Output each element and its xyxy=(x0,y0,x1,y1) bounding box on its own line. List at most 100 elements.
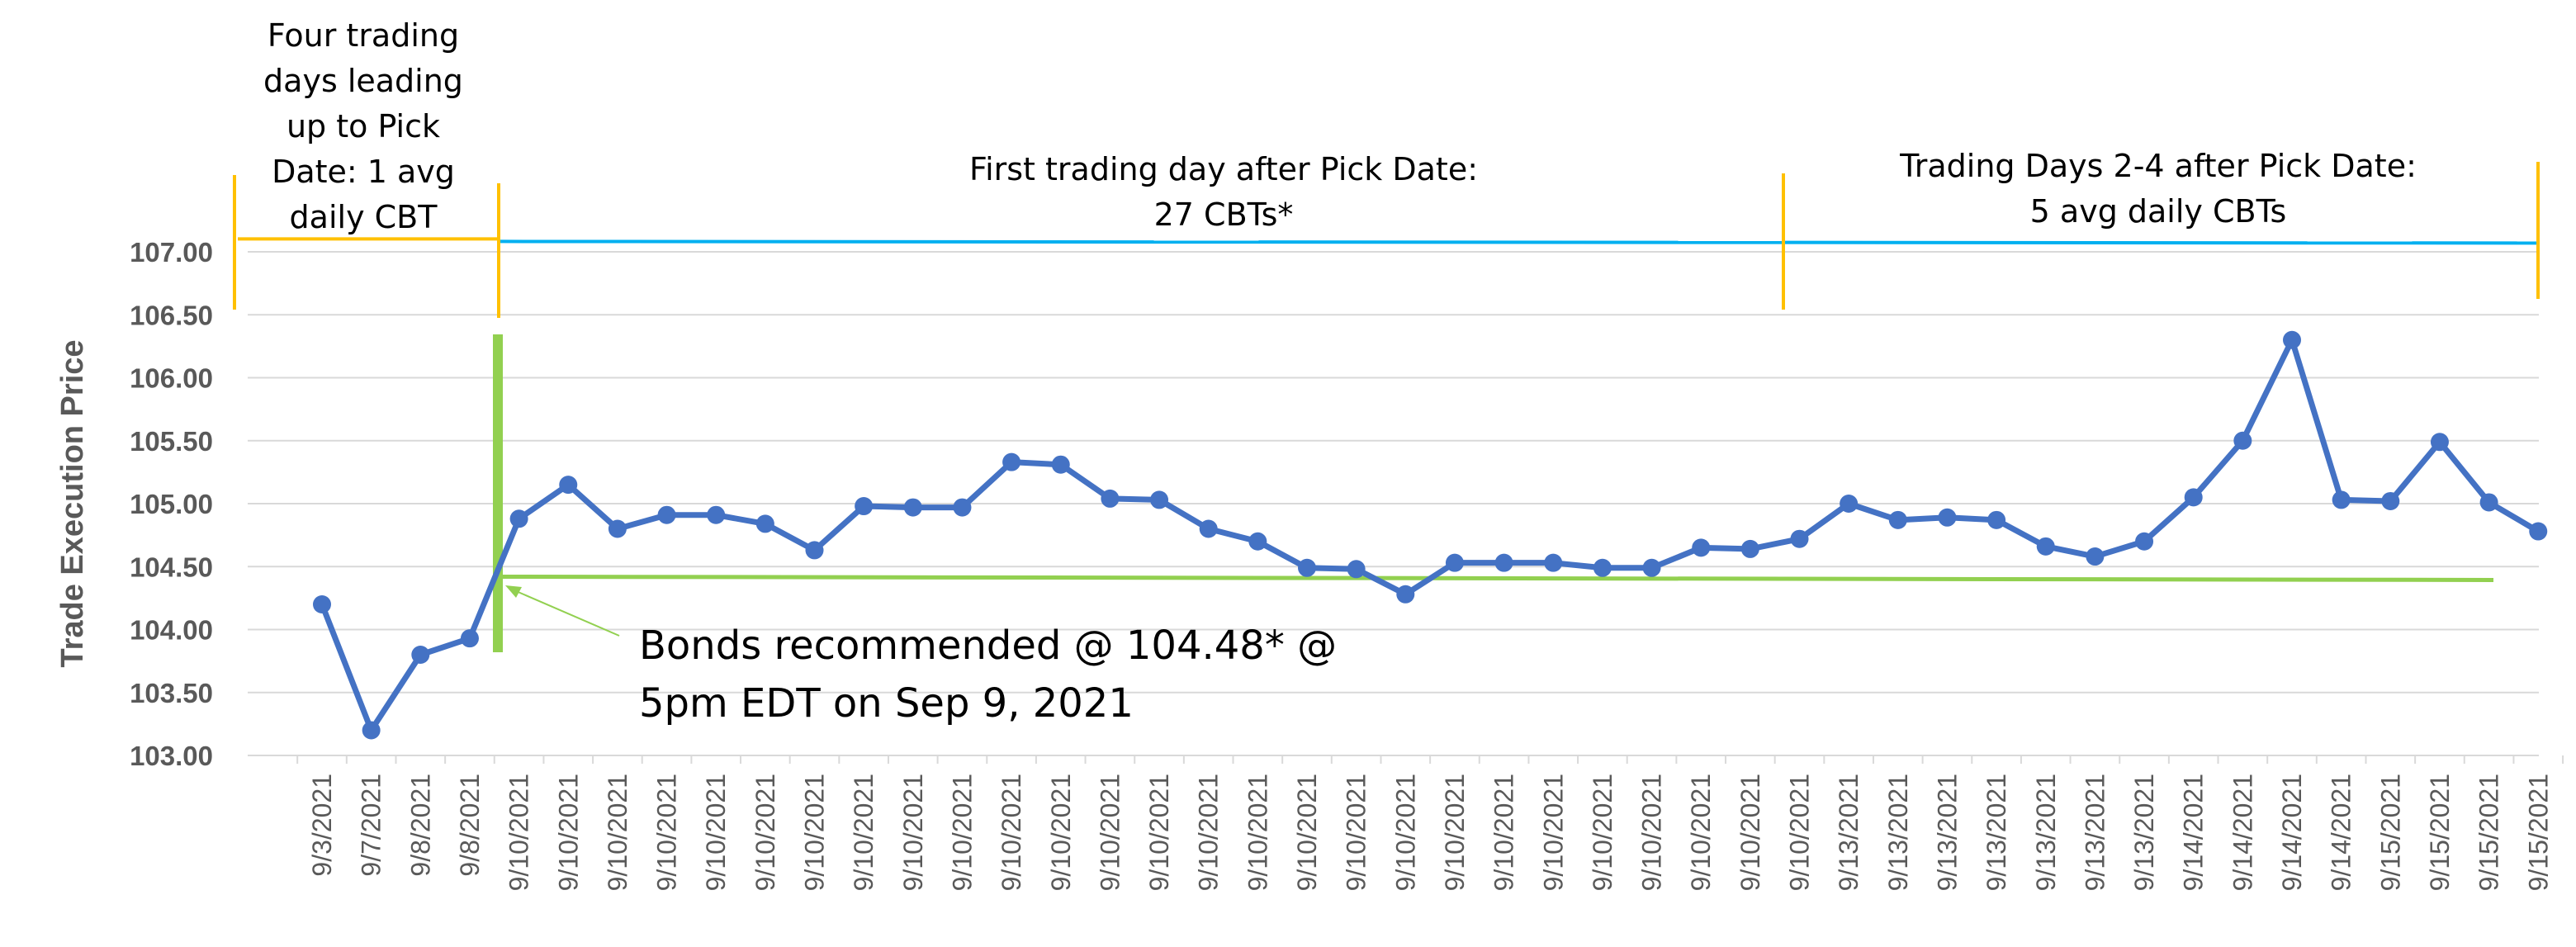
x-tick-label: 9/10/2021 xyxy=(997,774,1026,891)
x-tick-label: 9/10/2021 xyxy=(947,774,977,891)
x-tick-label: 9/10/2021 xyxy=(1243,774,1272,891)
x-tick-label: 9/10/2021 xyxy=(1785,774,1815,891)
x-tick-label: 9/10/2021 xyxy=(1144,774,1174,891)
data-point xyxy=(608,519,627,538)
x-tick-label: 9/15/2021 xyxy=(2474,774,2504,891)
data-point xyxy=(1002,452,1021,471)
data-point xyxy=(1938,508,1957,527)
data-point xyxy=(2036,537,2055,556)
period-3-annotation: 5 avg daily CBTs xyxy=(2030,193,2287,230)
x-tick-label: 9/10/2021 xyxy=(751,774,780,891)
data-point xyxy=(903,498,922,517)
x-tick-label: 9/13/2021 xyxy=(1883,774,1913,891)
recommendation-annotation: Bonds recommended @ 104.48* @ xyxy=(639,623,1337,669)
data-point xyxy=(1593,558,1612,577)
data-point xyxy=(509,509,528,528)
data-point xyxy=(2479,493,2498,512)
x-tick-label: 9/8/2021 xyxy=(455,774,485,877)
data-point xyxy=(1199,519,1218,538)
data-point xyxy=(1544,553,1563,572)
period-1-annotation: Date: 1 avg xyxy=(272,154,455,190)
x-tick-label: 9/10/2021 xyxy=(1538,774,1568,891)
x-tick-label: 9/13/2021 xyxy=(2031,774,2061,891)
y-tick-label: 103.00 xyxy=(130,741,213,771)
data-point xyxy=(1248,532,1267,551)
x-tick-label: 9/10/2021 xyxy=(849,774,878,891)
data-point xyxy=(1347,560,1366,579)
data-point xyxy=(559,476,578,495)
x-tick-label: 9/10/2021 xyxy=(800,774,830,891)
x-tick-label: 9/10/2021 xyxy=(504,774,534,891)
x-tick-label: 9/10/2021 xyxy=(652,774,682,891)
y-axis-ticks: 103.00 103.50 104.00 104.50 105.00 105.50 106.… xyxy=(130,237,213,771)
series-line xyxy=(319,337,2540,733)
y-tick-label: 104.00 xyxy=(130,615,213,646)
data-point xyxy=(1790,529,1809,548)
x-tick-label: 9/14/2021 xyxy=(2228,774,2257,891)
data-point xyxy=(2430,433,2449,452)
x-tick-label: 9/10/2021 xyxy=(1440,774,1470,891)
x-tick-label: 9/10/2021 xyxy=(1390,774,1420,891)
y-tick-label: 105.50 xyxy=(130,426,213,457)
data-point xyxy=(313,595,331,613)
y-axis-label: Trade Execution Price xyxy=(55,339,90,667)
x-tick-label: 9/13/2021 xyxy=(1982,774,2011,891)
data-point xyxy=(855,497,874,516)
period-2-annotation: First trading day after Pick Date: xyxy=(969,151,1478,187)
data-point xyxy=(657,505,676,524)
data-point xyxy=(1740,539,1759,558)
x-tick-label: 9/13/2021 xyxy=(1932,774,1962,891)
data-point xyxy=(1150,490,1169,509)
x-axis-ticks: 9/3/2021 9/7/2021 9/8/2021 9/8/2021 9/10/202… xyxy=(296,755,2564,891)
x-tick-label: 9/13/2021 xyxy=(1834,774,1863,891)
y-tick-label: 103.50 xyxy=(130,678,213,708)
x-tick-label: 9/15/2021 xyxy=(2375,774,2405,891)
annotations: Four trading days leading up to Pick Date: … xyxy=(263,17,2417,727)
period-1-annotation: daily CBT xyxy=(290,199,438,235)
data-point xyxy=(755,514,774,533)
data-point xyxy=(1840,495,1859,513)
x-tick-label: 9/10/2021 xyxy=(1194,774,1224,891)
price-series xyxy=(313,330,2548,740)
period-2-annotation: 27 CBTs* xyxy=(1154,197,1294,233)
callout-arrow-head xyxy=(505,585,522,598)
data-point xyxy=(2529,522,2548,541)
data-point xyxy=(2184,488,2203,507)
y-tick-label: 106.00 xyxy=(130,363,213,394)
y-tick-label: 107.00 xyxy=(130,237,213,268)
data-point xyxy=(2233,431,2252,450)
x-tick-label: 9/10/2021 xyxy=(603,774,632,891)
period-3-annotation: Trading Days 2-4 after Pick Date: xyxy=(1899,148,2417,184)
data-point xyxy=(707,505,726,524)
data-point xyxy=(1298,558,1316,577)
x-tick-label: 9/10/2021 xyxy=(553,774,583,891)
data-point xyxy=(2283,330,2301,349)
x-tick-label: 9/10/2021 xyxy=(1095,774,1125,891)
data-point xyxy=(1888,510,1907,529)
data-point xyxy=(362,721,381,740)
x-tick-label: 9/10/2021 xyxy=(1292,774,1322,891)
x-tick-label: 9/10/2021 xyxy=(1046,774,1076,891)
x-tick-label: 9/10/2021 xyxy=(1637,774,1667,891)
x-tick-label: 9/14/2021 xyxy=(2277,774,2307,891)
x-tick-label: 9/10/2021 xyxy=(1342,774,1371,891)
gridlines xyxy=(248,251,2539,756)
recommendation-annotation: 5pm EDT on Sep 9, 2021 xyxy=(639,680,1134,727)
data-point xyxy=(1396,585,1415,604)
x-tick-label: 9/10/2021 xyxy=(701,774,731,891)
x-tick-label: 9/15/2021 xyxy=(2523,774,2553,891)
x-tick-label: 9/13/2021 xyxy=(2129,774,2159,891)
x-tick-label: 9/10/2021 xyxy=(898,774,928,891)
data-point xyxy=(2135,532,2154,551)
data-point xyxy=(805,541,824,560)
x-tick-label: 9/14/2021 xyxy=(2327,774,2356,891)
data-point xyxy=(953,498,972,517)
data-point xyxy=(2332,490,2351,509)
annotation-lines xyxy=(233,162,2540,652)
recommended-price-line xyxy=(501,574,2494,582)
x-tick-label: 9/10/2021 xyxy=(1489,774,1519,891)
period-1-annotation: Four trading xyxy=(268,17,459,54)
data-point xyxy=(1101,489,1120,508)
x-tick-label: 9/7/2021 xyxy=(357,774,386,877)
